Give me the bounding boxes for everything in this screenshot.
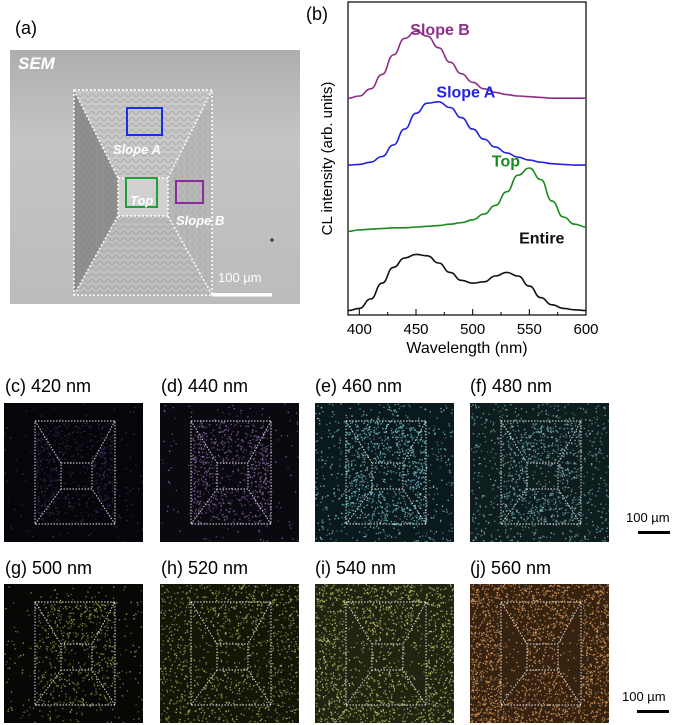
cl-map-canvas (4, 584, 143, 723)
sem-scale-label: 100 µm (218, 270, 262, 285)
panel-a-label: (a) (15, 18, 37, 38)
x-tick-label-600: 600 (573, 321, 598, 338)
map-c-label: (c) 420 nm (5, 376, 92, 396)
x-tick-label-550: 550 (517, 321, 542, 338)
x-tick-label-450: 450 (403, 321, 428, 338)
cl-map-560 (470, 584, 609, 723)
cl-map-canvas (4, 403, 143, 542)
x-tick-label-500: 500 (460, 321, 485, 338)
series-label-top: Top (492, 154, 520, 171)
series-label-slope-b: Slope B (410, 22, 470, 39)
series-line-top (347, 167, 587, 233)
series-line-slope-b (347, 30, 586, 100)
cl-map-540 (315, 584, 454, 723)
map-d-label: (d) 440 nm (161, 376, 249, 396)
top-label: Top (130, 193, 154, 208)
x-axis-label: Wavelength (nm) (406, 340, 527, 357)
cl-map-canvas (470, 403, 609, 542)
map-f-label: (f) 480 nm (470, 376, 553, 396)
cl-map-canvas (315, 403, 454, 542)
scale-bar-row2 (637, 710, 669, 713)
plot-frame (347, 1, 587, 316)
series-line-slope-a (347, 100, 586, 166)
map-i-label: (i) 540 nm (315, 558, 397, 578)
cl-map-500 (4, 584, 143, 723)
y-axis-label: CL intensity (arb. units) (319, 82, 336, 236)
slope-a-box (126, 107, 163, 136)
cl-map-canvas (315, 584, 454, 723)
cl-map-420 (4, 403, 143, 542)
slope-b-label: Slope B (176, 213, 225, 228)
map-h-label: (h) 520 nm (161, 558, 249, 578)
cl-map-440 (160, 403, 299, 542)
series-label-slope-a: Slope A (436, 84, 495, 101)
panel-b-label: (b) (306, 4, 328, 24)
cl-map-520 (160, 584, 299, 723)
x-tick-label-400: 400 (347, 321, 372, 338)
cl-map-480 (470, 403, 609, 542)
scale-bar-line (212, 293, 272, 297)
scale-label-row1: 100 µm (626, 510, 670, 525)
series-line-entire (347, 253, 587, 312)
cl-map-460 (315, 403, 454, 542)
map-e-label: (e) 460 nm (315, 376, 403, 396)
cl-map-canvas (160, 584, 299, 723)
slope-a-label: Slope A (113, 142, 161, 157)
cl-map-canvas (470, 584, 609, 723)
map-g-label: (g) 500 nm (5, 558, 93, 578)
top-box (125, 177, 158, 208)
map-j-label: (j) 560 nm (470, 558, 552, 578)
sem-pyramid-drawing (73, 89, 274, 297)
series-label-entire: Entire (519, 231, 564, 248)
slope-b-box (175, 180, 204, 204)
sem-image: SEM Slope A Top Slope B 100 µm (10, 50, 300, 304)
scale-label-row2: 100 µm (622, 689, 666, 704)
sem-title: SEM (18, 54, 55, 73)
scale-bar-row1 (638, 531, 670, 534)
cl-map-canvas (160, 403, 299, 542)
